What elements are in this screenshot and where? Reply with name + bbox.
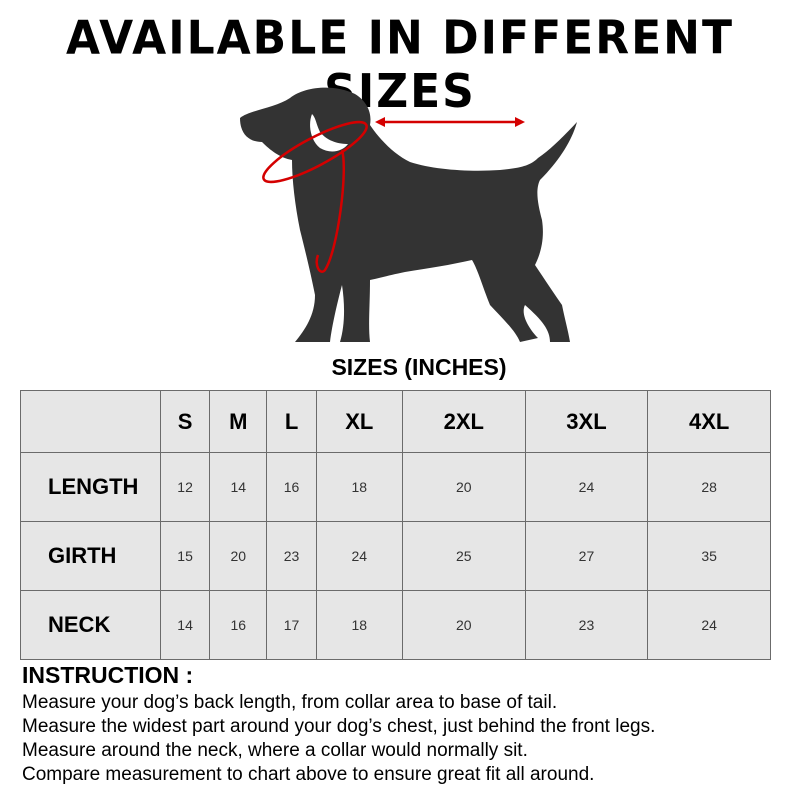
table-cell: 24 bbox=[315, 521, 403, 591]
table-cell: 23 bbox=[524, 590, 649, 660]
column-header: 3XL bbox=[524, 390, 649, 453]
column-header: L bbox=[266, 390, 317, 453]
row-label: GIRTH bbox=[20, 521, 161, 591]
instruction-heading: INSTRUCTION : bbox=[22, 662, 194, 688]
table-cell: 20 bbox=[401, 452, 526, 522]
size-chart-table: S M L XL 2XL 3XL 4XL LENGTH 12 14 16 18 … bbox=[20, 390, 771, 660]
instruction-line: Measure your dog’s back length, from col… bbox=[22, 692, 558, 713]
table-cell: 28 bbox=[647, 452, 771, 522]
table-cell: 16 bbox=[209, 590, 268, 660]
table-cell: 18 bbox=[315, 590, 403, 660]
table-cell: 23 bbox=[266, 521, 317, 591]
table-row-girth: GIRTH 15 20 23 24 25 27 35 bbox=[20, 521, 771, 591]
dog-silhouette-icon bbox=[240, 87, 577, 342]
table-cell: 20 bbox=[209, 521, 268, 591]
empty-header-cell bbox=[20, 390, 161, 453]
table-cell: 18 bbox=[315, 452, 403, 522]
column-header: XL bbox=[315, 390, 403, 453]
table-cell: 25 bbox=[401, 521, 526, 591]
sizes-subtitle: SIZES (INCHES) bbox=[331, 354, 507, 380]
row-label: NECK bbox=[20, 590, 161, 660]
table-cell: 17 bbox=[266, 590, 317, 660]
table-cell: 35 bbox=[647, 521, 771, 591]
column-header: 2XL bbox=[401, 390, 526, 453]
instruction-line: Measure around the neck, where a collar … bbox=[22, 740, 528, 761]
table-cell: 27 bbox=[524, 521, 649, 591]
table-cell: 14 bbox=[209, 452, 268, 522]
table-row-neck: NECK 14 16 17 18 20 23 24 bbox=[20, 590, 771, 660]
table-cell: 12 bbox=[159, 452, 211, 522]
table-row-length: LENGTH 12 14 16 18 20 24 28 bbox=[20, 452, 771, 522]
table-cell: 24 bbox=[647, 590, 771, 660]
instruction-line: Compare measurement to chart above to en… bbox=[22, 764, 595, 785]
page-title: AVAILABLE IN DIFFERENT SIZES bbox=[66, 11, 734, 119]
table-cell: 15 bbox=[159, 521, 211, 591]
table-cell: 16 bbox=[266, 452, 317, 522]
instructions: INSTRUCTION : Measure your dog’s back le… bbox=[22, 662, 792, 787]
column-header: S bbox=[159, 390, 211, 453]
column-header: M bbox=[209, 390, 268, 453]
row-label: LENGTH bbox=[20, 452, 161, 522]
instruction-line: Measure the widest part around your dog’… bbox=[22, 716, 656, 737]
column-header: 4XL bbox=[647, 390, 771, 453]
table-cell: 14 bbox=[159, 590, 211, 660]
table-header-row: S M L XL 2XL 3XL 4XL bbox=[20, 390, 771, 453]
table-cell: 20 bbox=[401, 590, 526, 660]
table-cell: 24 bbox=[524, 452, 649, 522]
